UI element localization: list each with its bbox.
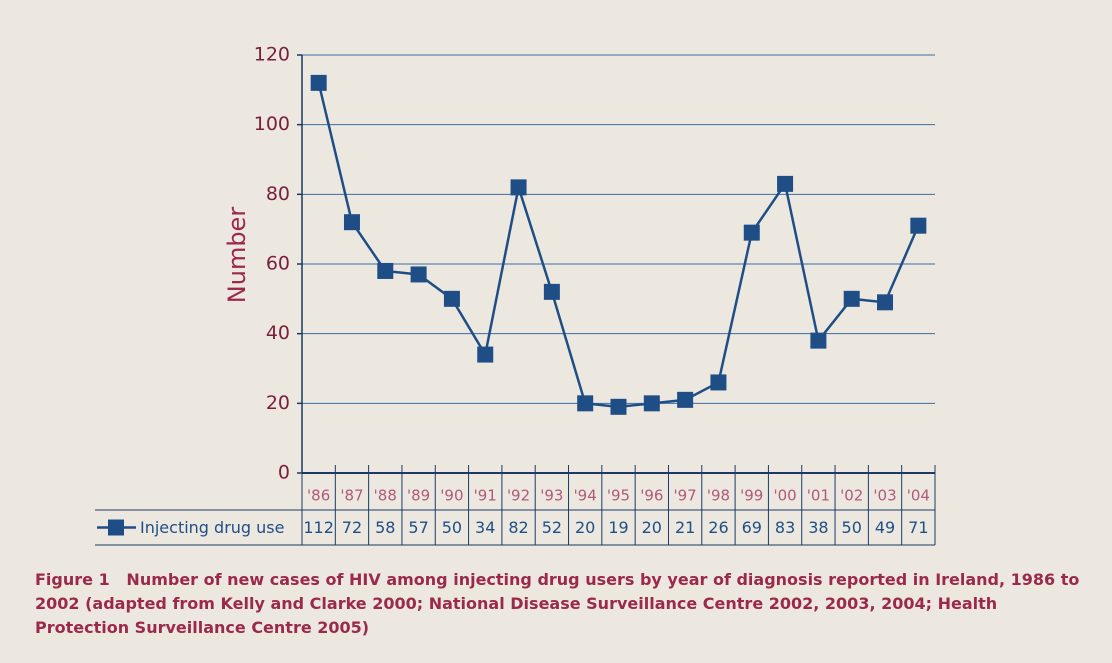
marker [677, 391, 694, 408]
marker [910, 217, 927, 234]
table-value: 20 [575, 518, 595, 537]
x-tick-label: '92 [507, 487, 530, 505]
table-value: 50 [442, 518, 462, 537]
x-tick-label: '95 [607, 487, 630, 505]
table-value: 26 [708, 518, 728, 537]
marker [510, 179, 527, 196]
x-tick-label: '87 [340, 487, 363, 505]
y-tick-label: 80 [266, 183, 290, 205]
x-tick-label: '93 [540, 487, 563, 505]
marker [477, 346, 494, 363]
table-value: 19 [608, 518, 628, 537]
marker [343, 214, 360, 231]
marker [743, 224, 760, 241]
x-tick-label: '89 [407, 487, 430, 505]
figure-label: Figure 1 [35, 570, 110, 589]
y-tick-label: 20 [266, 392, 290, 414]
y-tick-label: 0 [278, 462, 290, 484]
y-tick-label: 100 [254, 113, 290, 135]
y-axis-label: Number [223, 207, 251, 304]
y-tick-label: 60 [266, 253, 290, 275]
table-value: 20 [642, 518, 662, 537]
x-tick-label: '91 [474, 487, 497, 505]
marker [777, 175, 794, 192]
x-tick-label: '02 [840, 487, 863, 505]
x-tick-label: '98 [707, 487, 730, 505]
chart: Number 0 20 40 60 80 100 120 '86 112 '87 72 '88 58 '8… [95, 44, 936, 546]
legend-marker [108, 519, 124, 536]
table-value: 69 [742, 518, 762, 537]
caption-text: Number of new cases of HIV among injecti… [35, 570, 1080, 637]
table-value: 82 [508, 518, 528, 537]
marker [843, 290, 860, 307]
table-value: 112 [303, 518, 334, 537]
table-value: 38 [808, 518, 828, 537]
marker [543, 283, 560, 300]
marker [810, 332, 827, 349]
caption: Figure 1 Number of new cases of HIV amon… [35, 568, 1085, 640]
table-value: 71 [908, 518, 928, 537]
table-value: 72 [342, 518, 362, 537]
marker [577, 395, 594, 412]
x-tick-label: '99 [740, 487, 763, 505]
marker [710, 374, 727, 391]
x-tick-label: '00 [773, 487, 796, 505]
marker [610, 398, 627, 415]
marker [377, 262, 394, 279]
x-tick-label: '86 [307, 487, 330, 505]
legend-label: Injecting drug use [140, 518, 284, 537]
marker [443, 290, 460, 307]
table-value: 57 [408, 518, 428, 537]
y-tick-label: 120 [254, 44, 290, 66]
x-tick-label: '03 [873, 487, 896, 505]
marker [643, 395, 660, 412]
table-value: 21 [675, 518, 695, 537]
x-tick-label: '90 [440, 487, 463, 505]
table-value: 34 [475, 518, 495, 537]
x-tick-label: '04 [907, 487, 930, 505]
x-tick-label: '88 [374, 487, 397, 505]
y-tick-label: 40 [266, 322, 290, 344]
table-value: 52 [542, 518, 562, 537]
table-value: 58 [375, 518, 395, 537]
marker [310, 74, 327, 91]
x-tick-label: '97 [674, 487, 697, 505]
x-tick-label: '94 [574, 487, 597, 505]
table-value: 50 [842, 518, 862, 537]
table-value: 83 [775, 518, 795, 537]
marker [410, 266, 427, 283]
table-value: 49 [875, 518, 895, 537]
series-line [317, 82, 920, 409]
x-tick-label: '01 [807, 487, 830, 505]
x-tick-label: '96 [640, 487, 663, 505]
marker [877, 294, 894, 311]
